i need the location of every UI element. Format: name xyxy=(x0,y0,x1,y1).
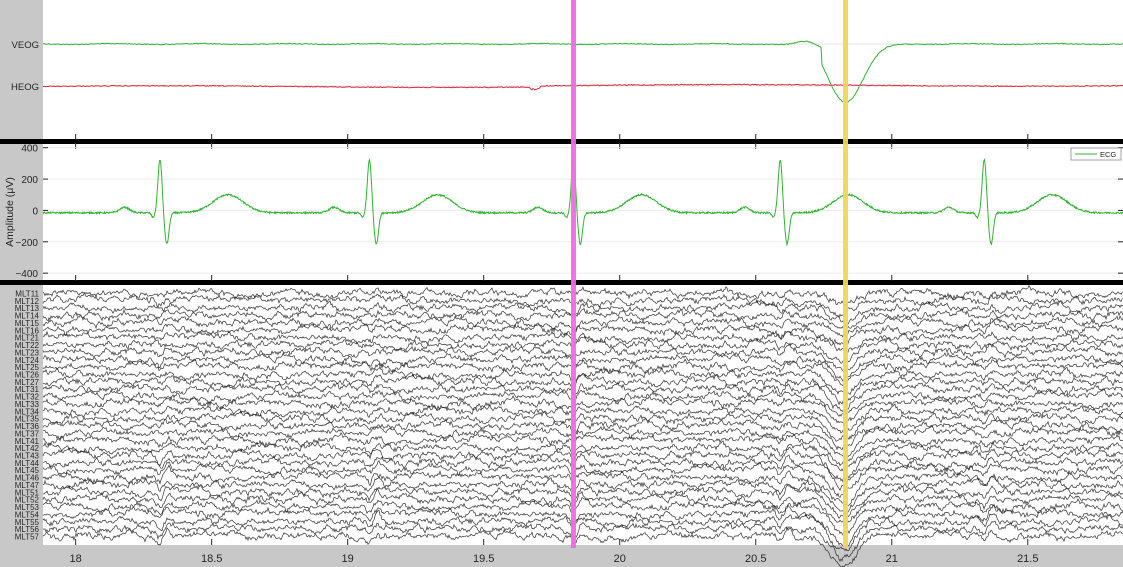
trace-mlt53 xyxy=(42,497,1123,536)
trace-mlt31 xyxy=(42,381,1123,413)
channel-label: MLT45 xyxy=(15,466,40,475)
channel-label: MLT34 xyxy=(15,407,40,416)
channel-label: MLT21 xyxy=(15,334,40,343)
legend-entry: ECG xyxy=(1100,150,1116,159)
channel-label: MLT24 xyxy=(15,356,40,365)
trace-mlt36 xyxy=(42,417,1123,451)
trace-mlt56 xyxy=(42,520,1123,562)
channel-label: MLT16 xyxy=(15,326,40,335)
trace-mlt47 xyxy=(42,475,1123,514)
trace-mlt12 xyxy=(42,292,1123,318)
trace-mlt22 xyxy=(42,335,1123,364)
channel-label: VEOG xyxy=(12,40,39,51)
eog-panel xyxy=(43,0,1123,140)
channel-label: MLT33 xyxy=(15,400,40,409)
trace-mlt26 xyxy=(42,365,1123,396)
trace-mlt32 xyxy=(42,388,1123,417)
trace-mlt42 xyxy=(42,439,1123,472)
trace-heog xyxy=(42,83,1123,91)
channel-label: MLT26 xyxy=(15,371,40,380)
channel-label: MLT23 xyxy=(15,348,40,357)
channel-label: MLT57 xyxy=(15,533,40,542)
trace-mlt51 xyxy=(42,484,1123,519)
y-tick-label: −200 xyxy=(15,238,38,249)
channel-label: MLT36 xyxy=(15,422,40,431)
channel-label: MLT51 xyxy=(15,488,40,497)
channel-label: MLT37 xyxy=(15,429,40,438)
x-tick-label: 19.5 xyxy=(473,553,494,565)
channel-label: HEOG xyxy=(11,82,39,93)
channel-label: MLT55 xyxy=(15,518,40,527)
x-tick-label: 18.5 xyxy=(201,553,222,565)
channel-label: MLT42 xyxy=(15,444,40,453)
channel-label: MLT25 xyxy=(15,363,40,372)
trace-ecg xyxy=(42,158,1123,247)
trace-mlt23 xyxy=(42,342,1123,374)
trace-mlt15 xyxy=(42,314,1123,338)
channel-label: MLT54 xyxy=(15,510,40,519)
channel-label: MLT13 xyxy=(15,304,40,313)
channel-label: MLT31 xyxy=(15,385,40,394)
trace-mlt54 xyxy=(42,503,1123,548)
channel-label: MLT46 xyxy=(15,474,40,483)
trace-mlt24 xyxy=(42,351,1123,383)
channel-label: MLT44 xyxy=(15,459,40,468)
channel-label: MLT52 xyxy=(15,496,40,505)
x-tick-label: 20 xyxy=(614,553,626,565)
trace-mlt16 xyxy=(42,320,1123,347)
trace-mlt41 xyxy=(42,431,1123,467)
trace-mlt57 xyxy=(42,525,1123,567)
trace-mlt14 xyxy=(42,307,1123,329)
trace-mlt43 xyxy=(42,447,1123,483)
channel-label: MLT12 xyxy=(15,297,40,306)
trace-mlt37 xyxy=(43,424,1123,460)
trace-mlt25 xyxy=(42,358,1123,387)
ecg-panel xyxy=(43,143,1123,281)
trace-mlt27 xyxy=(42,373,1123,406)
trace-mlt52 xyxy=(42,489,1123,526)
trace-mlt46 xyxy=(42,464,1123,507)
panel-separator xyxy=(0,139,1123,144)
y-tick-label: 0 xyxy=(32,206,38,217)
channel-label: MLT53 xyxy=(15,503,40,512)
legend: ECG xyxy=(1070,147,1122,161)
trace-veog xyxy=(42,40,1123,103)
x-tick-label: 21 xyxy=(886,553,898,565)
channel-label: MLT27 xyxy=(15,378,40,387)
trace-mlt21 xyxy=(42,329,1123,353)
y-tick-label: −400 xyxy=(15,269,38,280)
channel-label: MLT43 xyxy=(15,452,40,461)
trace-mlt34 xyxy=(42,402,1123,434)
y-axis-label: Amplitude (μV) xyxy=(4,177,16,247)
channel-label: MLT14 xyxy=(15,312,40,321)
x-tick-label: 18 xyxy=(70,553,82,565)
x-tick-label: 19 xyxy=(342,553,354,565)
x-tick-label: 20.5 xyxy=(745,553,766,565)
channel-label: MLT11 xyxy=(15,290,39,299)
channel-label: MLT15 xyxy=(15,319,40,328)
trace-mlt35 xyxy=(42,410,1123,442)
cursor-yellow[interactable] xyxy=(843,0,849,548)
cursor-magenta[interactable] xyxy=(570,0,576,548)
channel-label: MLT22 xyxy=(15,341,40,350)
trace-mlt13 xyxy=(42,299,1123,326)
channel-label: MLT41 xyxy=(15,437,40,446)
channel-label: MLT47 xyxy=(15,481,40,490)
channel-label: MLT56 xyxy=(15,525,40,534)
trace-mlt45 xyxy=(42,460,1123,498)
trace-mlt11 xyxy=(42,284,1123,308)
channel-label: MLT32 xyxy=(15,393,40,402)
trace-mlt55 xyxy=(42,509,1123,552)
panel-separator xyxy=(0,280,1123,285)
y-tick-label: 200 xyxy=(21,175,38,186)
y-tick-label: 400 xyxy=(21,144,38,155)
trace-mlt44 xyxy=(42,452,1123,491)
x-tick-label: 21.5 xyxy=(1017,553,1038,565)
channel-label: MLT35 xyxy=(15,415,40,424)
